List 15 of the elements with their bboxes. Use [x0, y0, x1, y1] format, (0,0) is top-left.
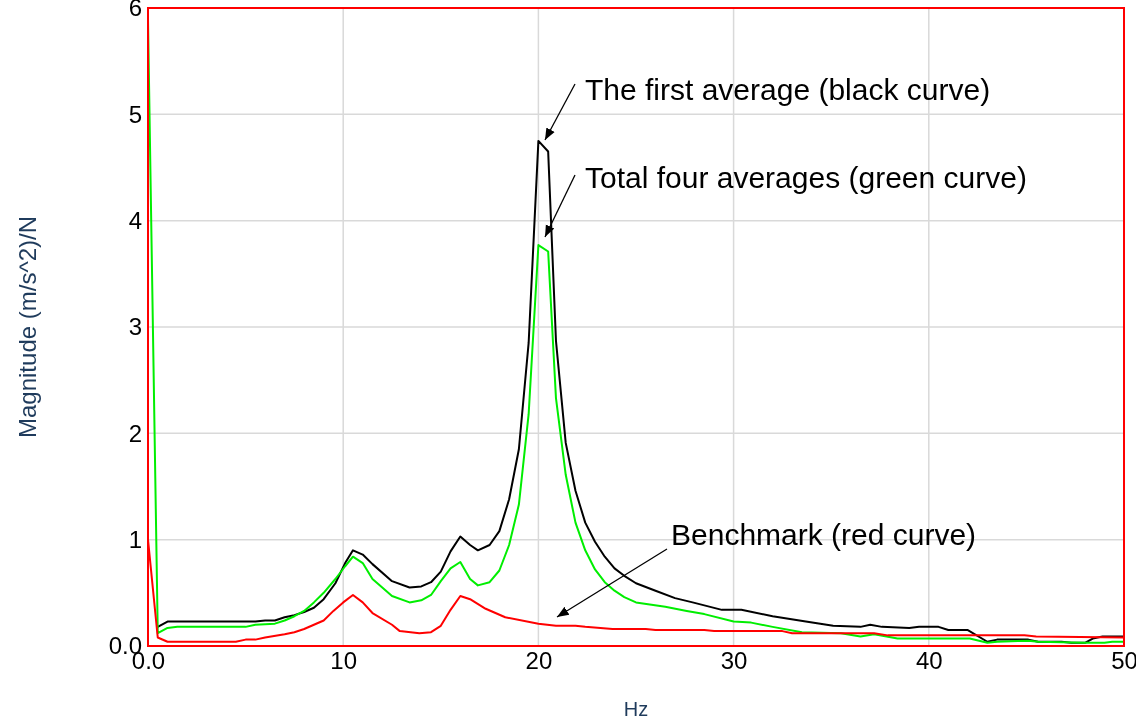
y-tick-label: 4 [128, 206, 142, 234]
x-tick-label: 30 [720, 647, 748, 675]
y-axis-title: Magnitude (m/s^2)/N [14, 216, 41, 438]
x-tick-label: 20 [525, 647, 553, 675]
annotation: The first average (black curve) [585, 73, 991, 106]
x-tick-label: 10 [330, 647, 358, 675]
y-tick-label: 2 [128, 419, 142, 447]
y-tick-label: 3 [128, 313, 142, 341]
x-axis-title: Hz [623, 698, 649, 720]
y-tick-label: 1 [128, 525, 142, 553]
annotation: Benchmark (red curve) [671, 518, 977, 551]
y-tick-label: 5 [128, 100, 142, 128]
x-tick-label: 40 [915, 647, 943, 675]
y-tick-label: 6 [128, 0, 142, 22]
annotation: Total four averages (green curve) [585, 161, 1027, 194]
